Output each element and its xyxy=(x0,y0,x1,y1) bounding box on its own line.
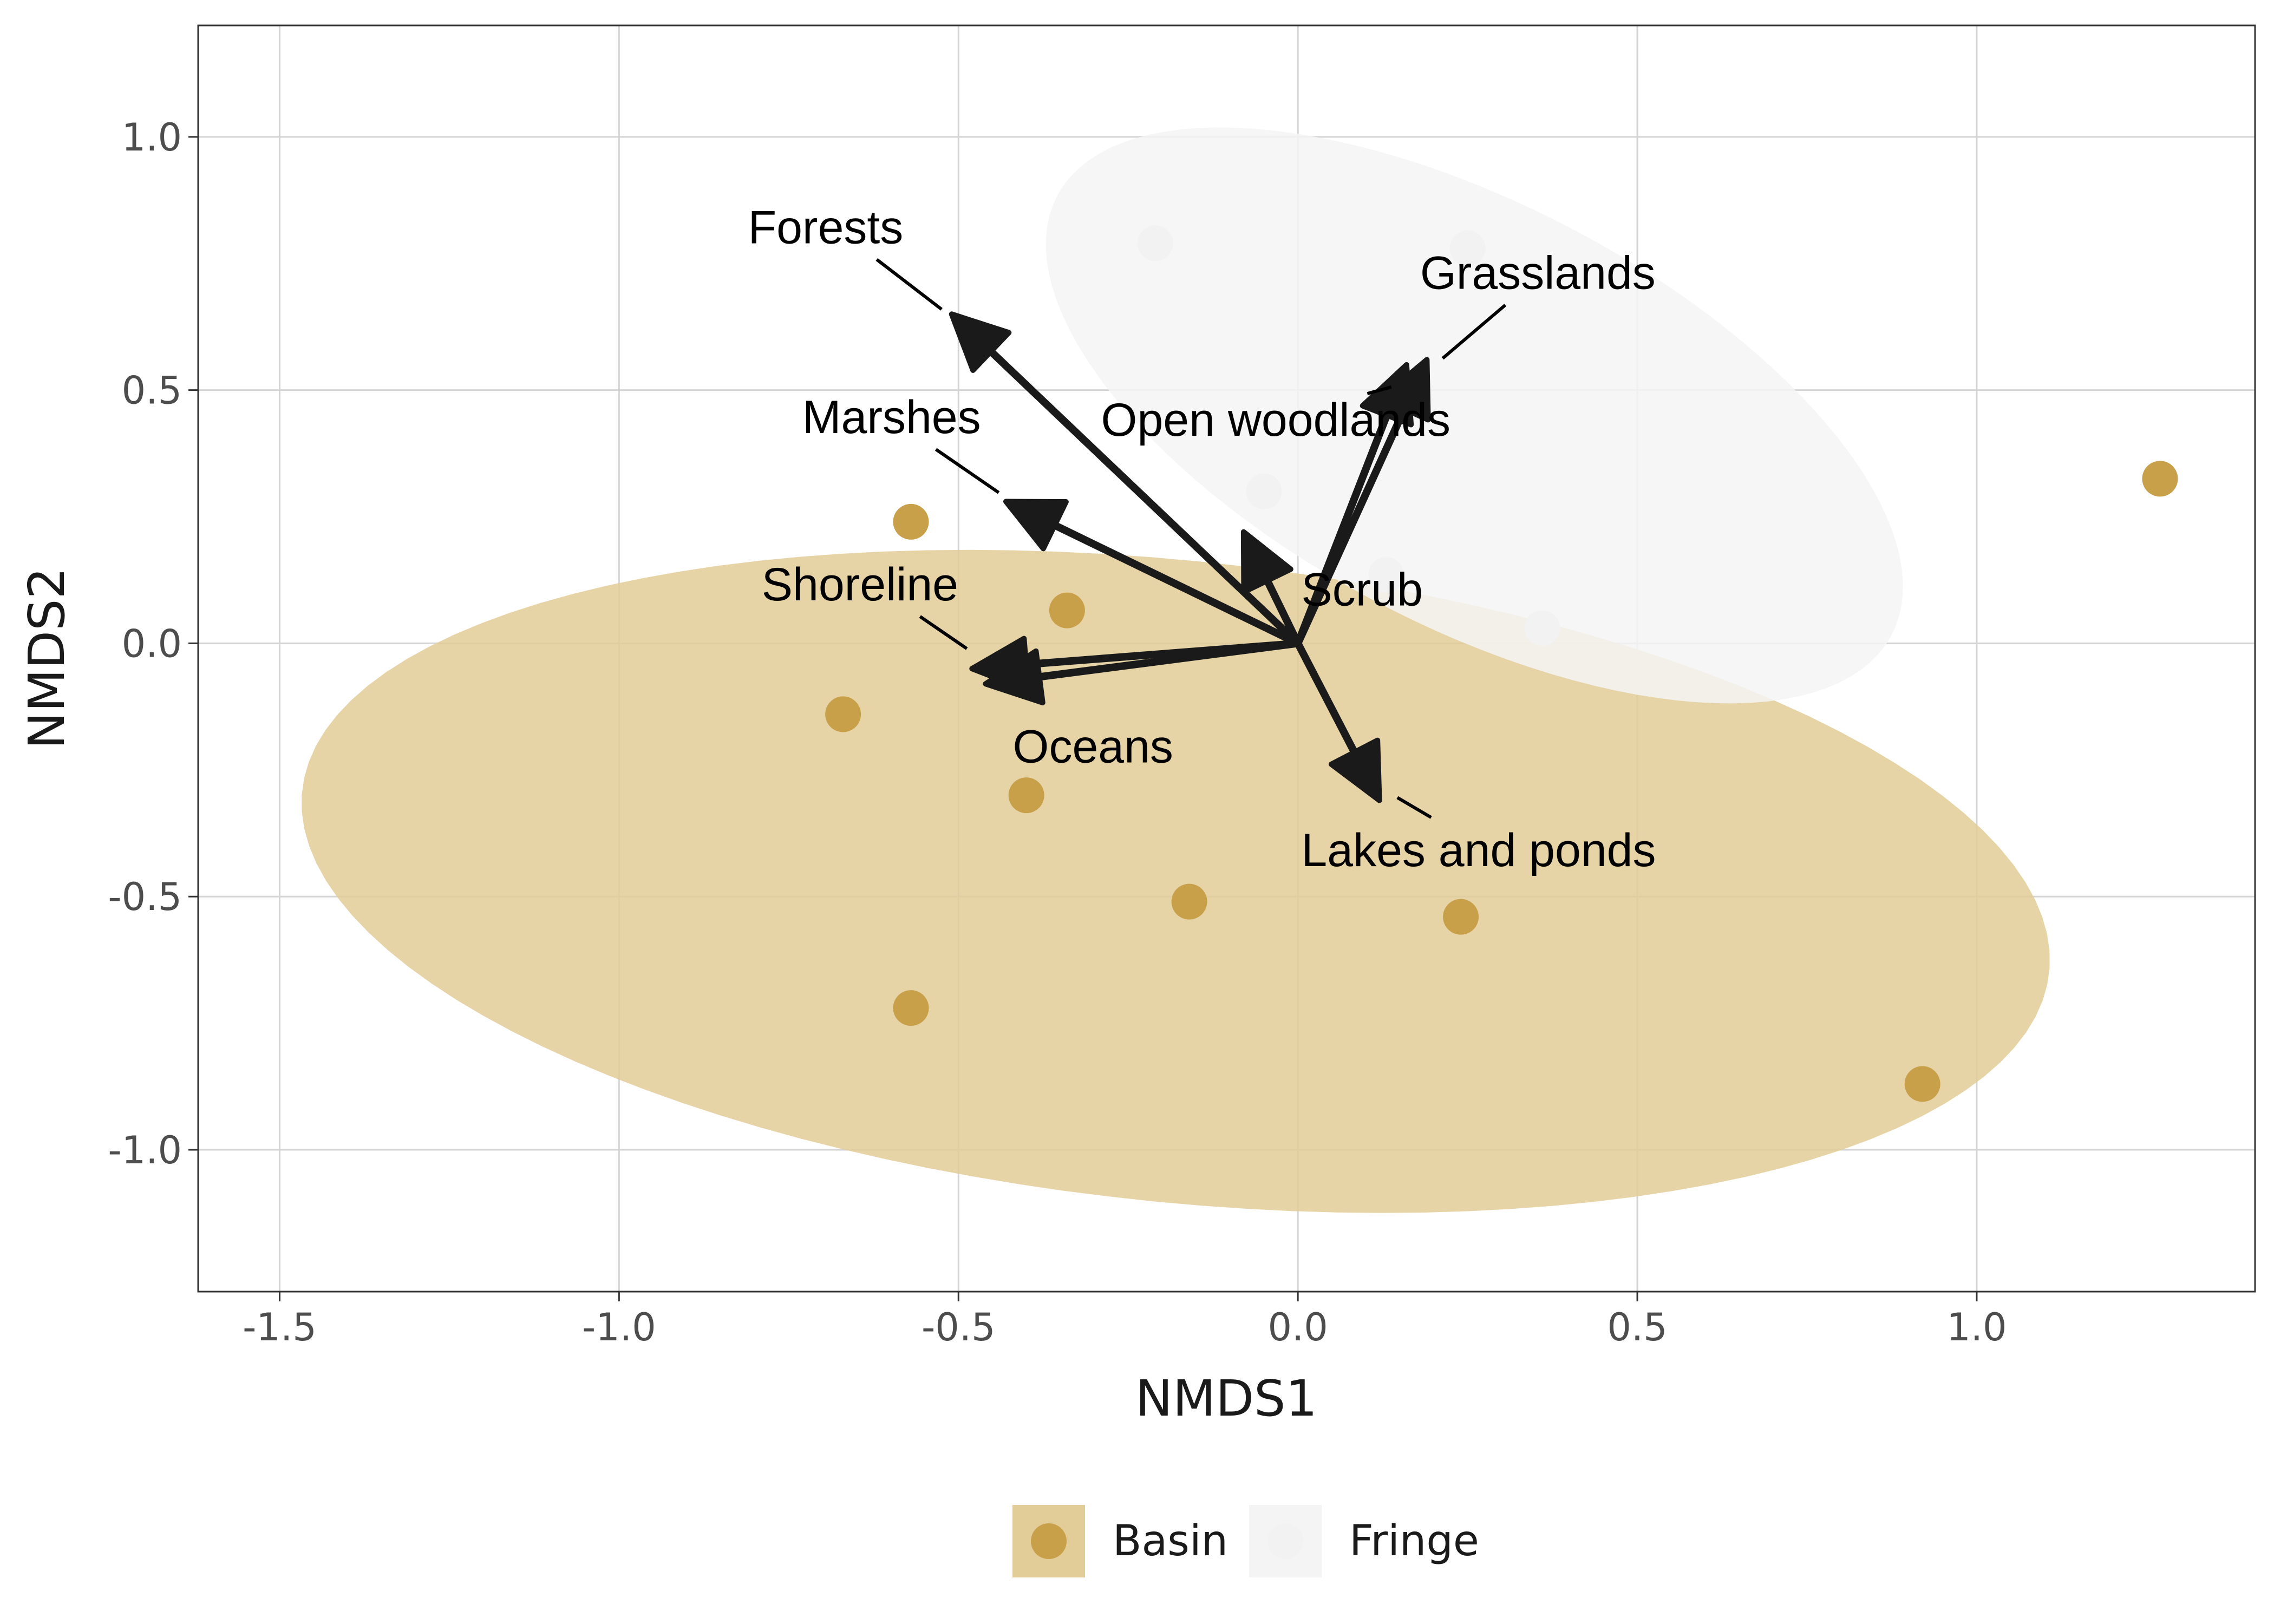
vector-line xyxy=(1045,519,1302,647)
vector-line xyxy=(1030,639,1302,682)
plot-panel-border xyxy=(197,24,2256,1293)
x-tick-label: 0.5 xyxy=(1607,1305,1667,1350)
vector-label: Forests xyxy=(748,201,904,253)
x-axis-title: NMDS1 xyxy=(1135,1370,1317,1427)
vector-label: Lakes and ponds xyxy=(1301,824,1656,876)
vector-label-leader xyxy=(1367,385,1392,395)
point-fringe xyxy=(1449,230,1486,266)
point-basin xyxy=(825,696,861,732)
x-tick-label: 1.0 xyxy=(1946,1305,2007,1350)
x-tick-label: -1.5 xyxy=(243,1305,317,1350)
x-axis-ticks: -1.5 -1.0 -0.5 0.0 0.5 1.0 xyxy=(243,1292,2007,1350)
data-points xyxy=(825,225,2178,1102)
legend-label-basin: Basin xyxy=(1113,1517,1228,1566)
point-basin xyxy=(1904,1066,1940,1102)
vector-label-leader xyxy=(1441,304,1507,360)
x-tick-label: -1.0 xyxy=(582,1305,656,1350)
point-fringe xyxy=(1368,557,1404,593)
y-tick-label: -1.0 xyxy=(108,1128,182,1173)
vector-line xyxy=(983,344,1302,647)
vector-arrowhead xyxy=(1328,737,1382,803)
vector-label: Shoreline xyxy=(762,559,958,611)
point-basin xyxy=(1008,777,1044,814)
vector-arrowhead xyxy=(983,648,1045,706)
y-tick-label: 0.5 xyxy=(122,369,182,413)
vector-label: Oceans xyxy=(1013,721,1173,772)
vector-arrowhead xyxy=(1240,529,1293,595)
vector-label-leader xyxy=(1396,796,1432,819)
point-basin xyxy=(1171,883,1207,920)
point-fringe xyxy=(1524,610,1560,646)
vector-arrowhead xyxy=(1003,499,1069,552)
ellipse-basin xyxy=(302,549,2050,1213)
vector-arrowhead xyxy=(1360,362,1414,428)
vector-label: Scrub xyxy=(1301,564,1423,615)
vector-label: Grasslands xyxy=(1420,247,1656,299)
y-axis-ticks: 1.0 0.5 0.0 -0.5 -1.0 xyxy=(108,115,198,1173)
vector-line xyxy=(1294,639,1361,761)
point-basin xyxy=(1049,592,1085,628)
point-basin xyxy=(893,503,929,540)
point-basin xyxy=(1443,899,1479,935)
y-axis-title: NMDS2 xyxy=(18,567,76,749)
y-tick-label: 1.0 xyxy=(122,115,182,160)
vector-line xyxy=(1294,406,1393,647)
y-tick-label: 0.0 xyxy=(122,621,182,666)
x-tick-label: 0.0 xyxy=(1267,1305,1328,1350)
legend-key-point-fringe xyxy=(1267,1523,1303,1559)
x-tick-label: -0.5 xyxy=(922,1305,996,1350)
point-basin xyxy=(2142,461,2178,497)
vector-label-leader xyxy=(919,615,968,650)
vector-arrowhead xyxy=(949,311,1012,373)
vector-label-leader xyxy=(935,448,1000,494)
point-fringe xyxy=(1137,225,1173,261)
ellipse-fringe xyxy=(1045,127,1903,704)
vector-label-leader xyxy=(875,258,943,311)
vector-label: Marshes xyxy=(802,391,981,443)
point-basin xyxy=(893,990,929,1026)
legend-key-point-basin xyxy=(1031,1523,1067,1559)
legend: Basin Fringe xyxy=(1012,1505,1479,1577)
point-fringe xyxy=(1246,473,1282,509)
environment-vectors: Forests Grasslands Open woodlands Marshes Sc… xyxy=(748,201,1656,876)
legend-label-fringe: Fringe xyxy=(1349,1517,1479,1566)
vector-label: Open woodlands xyxy=(1101,394,1450,446)
y-tick-label: -0.5 xyxy=(108,875,182,919)
vector-line xyxy=(1261,572,1302,647)
confidence-ellipses xyxy=(302,127,2050,1213)
